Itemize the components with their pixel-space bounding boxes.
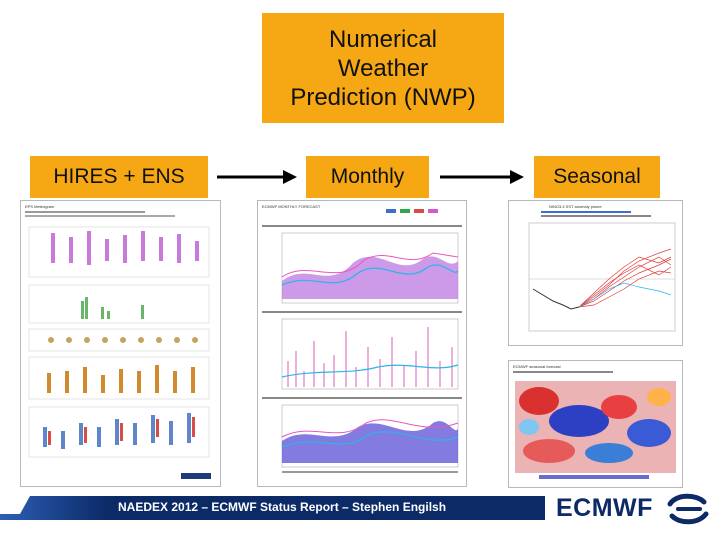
- seasonal-plume-graphic: NINO3.4 SST anomaly plume: [528, 204, 676, 332]
- footer-bar: [0, 496, 545, 520]
- seasonal-plume-caption: NINO3.4 SST anomaly plume: [549, 204, 602, 209]
- ecmwf-logo-text: ECMWF: [556, 494, 653, 522]
- arrow-right-icon: [440, 170, 524, 184]
- meteogram-thumbnail: EPS Meteogram: [20, 200, 221, 487]
- monthly-forecast-graphic: ECMWF MONTHLY FORECAST: [262, 204, 462, 473]
- slide-title: Numerical Weather Prediction (NWP): [290, 25, 476, 111]
- seasonal-map-caption: ECMWF seasonal forecast: [513, 364, 561, 369]
- monthly-caption: ECMWF MONTHLY FORECAST: [262, 204, 321, 209]
- ecmwf-logo-icon: [667, 493, 709, 525]
- arrow-right-icon: [217, 170, 297, 184]
- monthly-forecast-thumbnail: ECMWF MONTHLY FORECAST: [257, 200, 467, 487]
- stage-label-hires-ens: HIRES + ENS: [30, 156, 208, 198]
- stage-label-seasonal: Seasonal: [534, 156, 660, 198]
- meteogram-graphic: EPS Meteogram: [25, 204, 211, 479]
- footer-text: NAEDEX 2012 – ECMWF Status Report – Step…: [118, 500, 447, 514]
- seasonal-map-thumbnail: ECMWF seasonal forecast: [508, 360, 683, 488]
- slide-title-box: Numerical Weather Prediction (NWP): [262, 13, 504, 123]
- stage-label-monthly: Monthly: [306, 156, 429, 198]
- seasonal-plume-thumbnail: NINO3.4 SST anomaly plume: [508, 200, 683, 346]
- meteogram-caption: EPS Meteogram: [25, 204, 55, 209]
- seasonal-map-graphic: ECMWF seasonal forecast: [513, 364, 676, 479]
